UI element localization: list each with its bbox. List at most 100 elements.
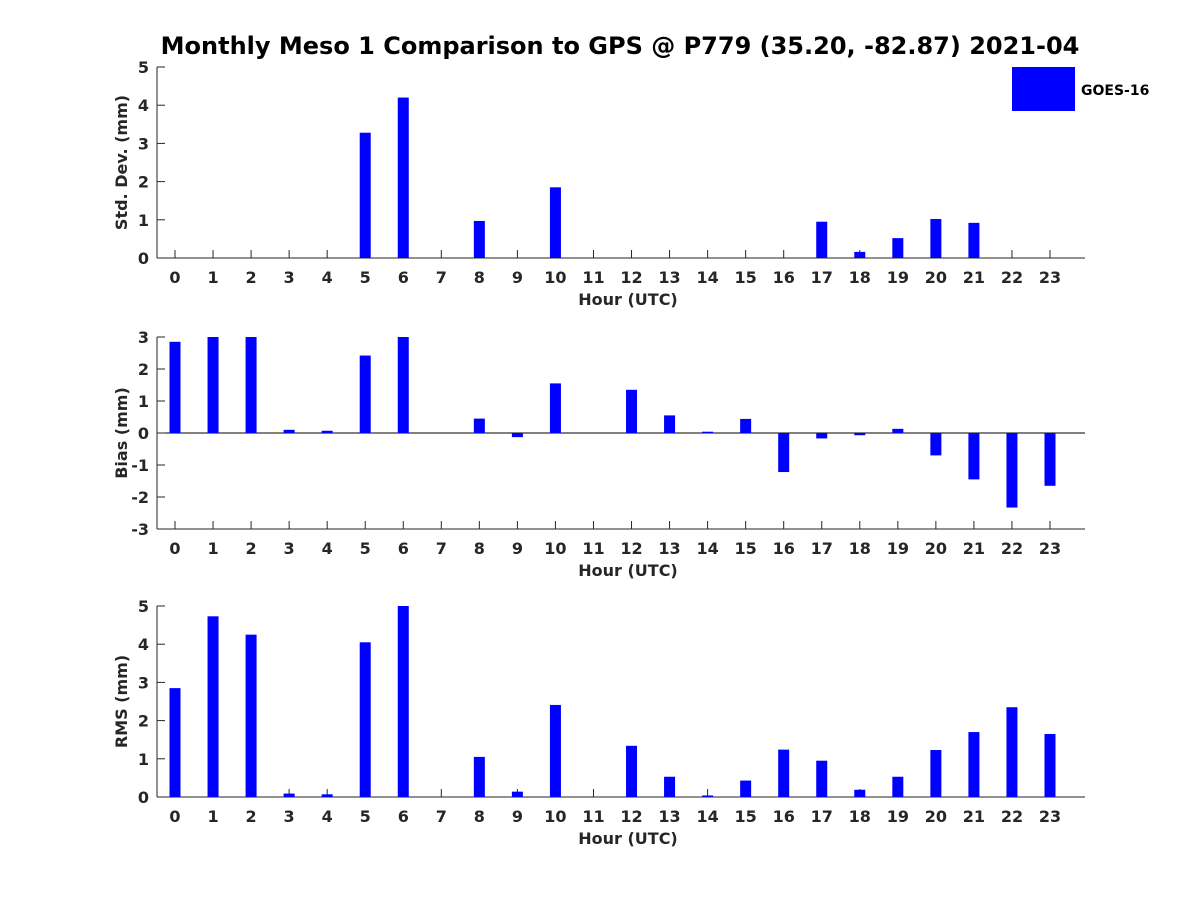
x-tick-label: 23: [1039, 807, 1061, 826]
y-tick-label: 1: [138, 392, 149, 411]
legend-label: GOES-16: [1081, 83, 1149, 99]
x-tick-label: 21: [963, 268, 985, 287]
bar-hour-10: [549, 187, 561, 258]
bar-hour-20: [930, 750, 942, 797]
x-tick-label: 21: [963, 807, 985, 826]
bar-hour-10: [549, 383, 561, 433]
x-tick-label: 1: [207, 807, 218, 826]
x-tick-label: 11: [582, 268, 604, 287]
bar-hour-3: [283, 793, 295, 797]
y-tick-label: 1: [138, 211, 149, 230]
x-tick-label: 17: [811, 539, 833, 558]
y-tick-label: -3: [131, 520, 149, 539]
bar-hour-17: [816, 760, 828, 797]
chart-title: Monthly Meso 1 Comparison to GPS @ P779 …: [161, 32, 1080, 60]
x-tick-label: 14: [696, 539, 718, 558]
x-tick-label: 22: [1001, 807, 1023, 826]
x-tick-label: 14: [696, 268, 718, 287]
bar-hour-21: [968, 732, 980, 797]
bar-hour-9: [511, 791, 523, 797]
bar-hour-19: [892, 776, 904, 797]
bar-hour-16: [778, 749, 790, 797]
x-tick-label: 23: [1039, 268, 1061, 287]
bar-hour-3: [283, 429, 295, 433]
x-tick-label: 11: [582, 807, 604, 826]
y-tick-label: 5: [138, 597, 149, 616]
x-tick-label: 13: [658, 539, 680, 558]
y-tick-label: 2: [138, 360, 149, 379]
x-tick-label: 0: [169, 539, 180, 558]
x-tick-label: 12: [620, 807, 642, 826]
bar-hour-6: [397, 606, 409, 797]
x-tick-label: 19: [887, 539, 909, 558]
x-axis-label: Hour (UTC): [578, 290, 678, 309]
x-tick-label: 13: [658, 268, 680, 287]
x-tick-label: 15: [735, 268, 757, 287]
bar-hour-4: [321, 794, 333, 797]
x-tick-label: 17: [811, 268, 833, 287]
bar-hour-12: [626, 389, 638, 433]
y-tick-label: 3: [138, 328, 149, 347]
bar-hour-1: [207, 337, 219, 433]
legend: GOES-16: [1012, 67, 1149, 111]
y-tick-label: 2: [138, 712, 149, 731]
x-tick-label: 20: [925, 539, 947, 558]
bar-hour-21: [968, 433, 980, 480]
bar-hour-19: [892, 428, 904, 433]
bar-hour-15: [740, 780, 752, 797]
x-axis-label: Hour (UTC): [578, 829, 678, 848]
y-tick-label: 5: [138, 58, 149, 77]
x-tick-label: 19: [887, 268, 909, 287]
bar-hour-4: [321, 430, 333, 433]
bar-hour-6: [397, 337, 409, 433]
x-tick-label: 15: [735, 807, 757, 826]
y-tick-label: 4: [138, 635, 149, 654]
x-tick-label: 19: [887, 807, 909, 826]
y-tick-label: 3: [138, 134, 149, 153]
x-tick-label: 2: [246, 539, 257, 558]
x-tick-label: 8: [474, 539, 485, 558]
y-tick-label: 1: [138, 750, 149, 769]
x-tick-label: 4: [322, 539, 333, 558]
bar-hour-5: [359, 355, 371, 433]
bar-hour-18: [854, 433, 866, 436]
x-tick-label: 16: [773, 268, 795, 287]
bar-hour-15: [740, 418, 752, 433]
x-tick-label: 5: [360, 807, 371, 826]
bar-hour-16: [778, 433, 790, 473]
bar-hour-0: [169, 341, 181, 433]
x-tick-label: 3: [284, 807, 295, 826]
x-tick-label: 6: [398, 268, 409, 287]
x-tick-label: 21: [963, 539, 985, 558]
bar-hour-5: [359, 132, 371, 258]
bar-hour-13: [664, 776, 676, 797]
bar-hour-21: [968, 222, 980, 258]
bar-hour-17: [816, 433, 828, 439]
y-tick-label: 4: [138, 96, 149, 115]
bar-hour-5: [359, 642, 371, 797]
x-tick-label: 1: [207, 539, 218, 558]
x-tick-label: 0: [169, 807, 180, 826]
y-tick-label: 0: [138, 788, 149, 807]
y-tick-label: -2: [131, 488, 149, 507]
x-tick-label: 10: [544, 807, 566, 826]
bar-hour-23: [1044, 733, 1056, 797]
bar-hour-1: [207, 616, 219, 797]
x-tick-label: 9: [512, 539, 523, 558]
bar-hour-10: [549, 704, 561, 797]
x-tick-label: 12: [620, 268, 642, 287]
x-tick-label: 5: [360, 268, 371, 287]
x-tick-label: 3: [284, 268, 295, 287]
y-tick-label: 0: [138, 424, 149, 443]
x-tick-label: 0: [169, 268, 180, 287]
y-axis-label: Std. Dev. (mm): [112, 95, 131, 230]
x-tick-label: 7: [436, 268, 447, 287]
bar-hour-22: [1006, 707, 1018, 797]
bar-hour-2: [245, 337, 257, 433]
x-tick-label: 20: [925, 807, 947, 826]
bar-hour-8: [473, 418, 485, 433]
bar-hour-14: [702, 795, 714, 797]
bar-hour-20: [930, 219, 942, 258]
y-axis-label: Bias (mm): [112, 387, 131, 479]
